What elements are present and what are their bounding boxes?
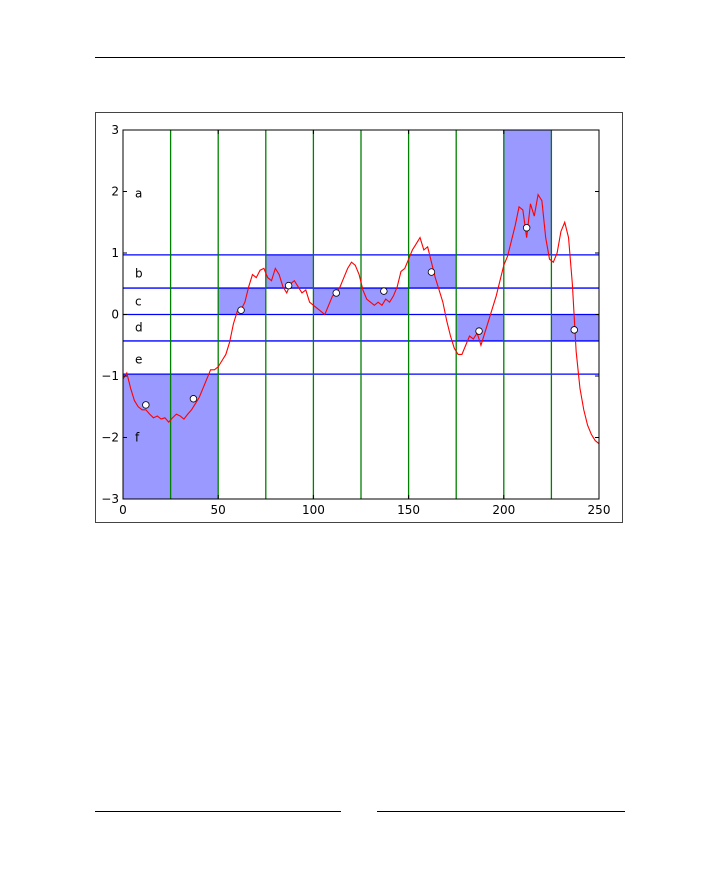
y-tick-label: 2 (111, 185, 119, 199)
segment-mean-point (189, 395, 198, 403)
highlight-cell (503, 130, 552, 255)
x-tick-label: 100 (302, 503, 325, 517)
segment-mean-point (380, 287, 388, 295)
band-labels: a b cd e f (135, 186, 143, 444)
x-tick-label: 200 (492, 503, 515, 517)
segment-mean-point (475, 327, 483, 335)
band-label: b (135, 266, 143, 280)
y-tick-label: −3 (101, 492, 119, 506)
segment-mean-point (570, 326, 578, 334)
band-label: e (135, 352, 142, 366)
y-tick-label: −1 (101, 369, 119, 383)
bottom-rule-right (377, 811, 625, 812)
segment-means (142, 224, 578, 409)
line-chart: a b cd e f 0 50 100 150 200 250 −3 −2 −1 0 1 2 3 (101, 123, 610, 517)
y-tick-label: 0 (111, 308, 119, 322)
highlighted-cells (123, 130, 599, 499)
top-rule (95, 57, 625, 58)
band-label: f (135, 431, 140, 445)
x-tick-label: 250 (588, 503, 611, 517)
segment-mean-point (284, 281, 293, 290)
x-tick-label: 50 (211, 503, 226, 517)
segment-mean-point (522, 224, 531, 232)
segment-mean-point (237, 306, 245, 314)
x-tick-label: 150 (397, 503, 420, 517)
series-line (122, 193, 600, 445)
axes: 0 50 100 150 200 250 −3 −2 −1 0 1 2 3 (101, 123, 610, 517)
segment-mean-point (427, 268, 436, 276)
y-tick-label: 3 (111, 123, 119, 137)
segment-mean-point (332, 289, 340, 297)
bottom-rule-left (95, 811, 341, 812)
band-label: d (135, 320, 143, 334)
segment-mean-point (142, 401, 150, 409)
highlight-cell (170, 374, 219, 499)
x-tick-label: 0 (119, 503, 127, 517)
y-tick-label: 1 (111, 246, 119, 260)
y-tick-label: −2 (101, 431, 119, 445)
band-label: c (135, 295, 142, 309)
highlight-cell (123, 374, 171, 499)
vertical-gridlines (169, 130, 553, 499)
series-layer (122, 193, 600, 445)
band-label: a (135, 186, 142, 200)
